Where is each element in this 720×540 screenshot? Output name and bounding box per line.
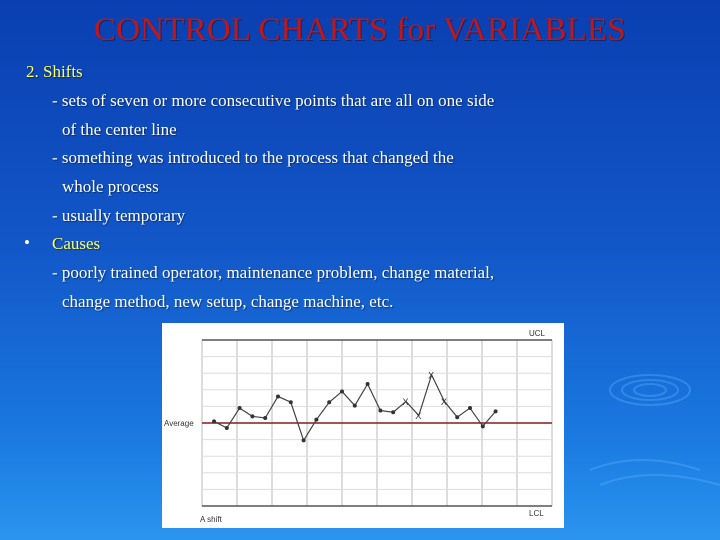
causes-line: change method, new setup, change machine… [62,292,394,311]
lcl-label: LCL [529,509,544,518]
body-line: whole process [62,177,159,196]
data-point [327,400,332,405]
body-line: - usually temporary [52,206,186,225]
data-point [455,415,460,420]
out-of-control-mark: X [403,397,409,407]
data-series-line [213,373,497,442]
data-point [301,438,306,443]
swirl-decoration [589,374,720,486]
data-point [263,416,268,421]
data-point [468,406,472,411]
data-point [378,408,383,413]
ucl-label: UCL [529,329,546,338]
data-point [288,400,293,405]
out-of-control-mark: X [441,397,447,407]
data-point [212,419,216,424]
data-point [365,381,370,386]
data-point [250,414,255,419]
data-point [224,425,229,430]
section-heading: 2. Shifts [26,62,83,81]
data-point [480,424,485,429]
data-point [391,410,396,415]
body-line: of the center line [62,120,177,139]
data-point [314,417,319,422]
slide-title: CONTROL CHARTS for VARIABLES [94,12,626,48]
causes-heading: Causes [52,234,101,253]
control-chart: UCL Average LCL A shift X X X X [162,323,564,528]
bullet-icon: • [24,233,30,252]
average-label: Average [164,419,194,428]
out-of-control-mark: X [428,370,434,380]
data-point [276,394,280,399]
data-point [340,389,344,394]
body-line: - sets of seven or more consecutive poin… [52,91,495,110]
data-point [493,409,498,414]
out-of-control-mark: X [415,411,421,421]
data-point [237,406,242,411]
body-line: - something was introduced to the proces… [52,148,454,167]
caption-label: A shift [200,515,223,524]
causes-line: - poorly trained operator, maintenance p… [52,263,495,282]
data-point [352,403,357,408]
